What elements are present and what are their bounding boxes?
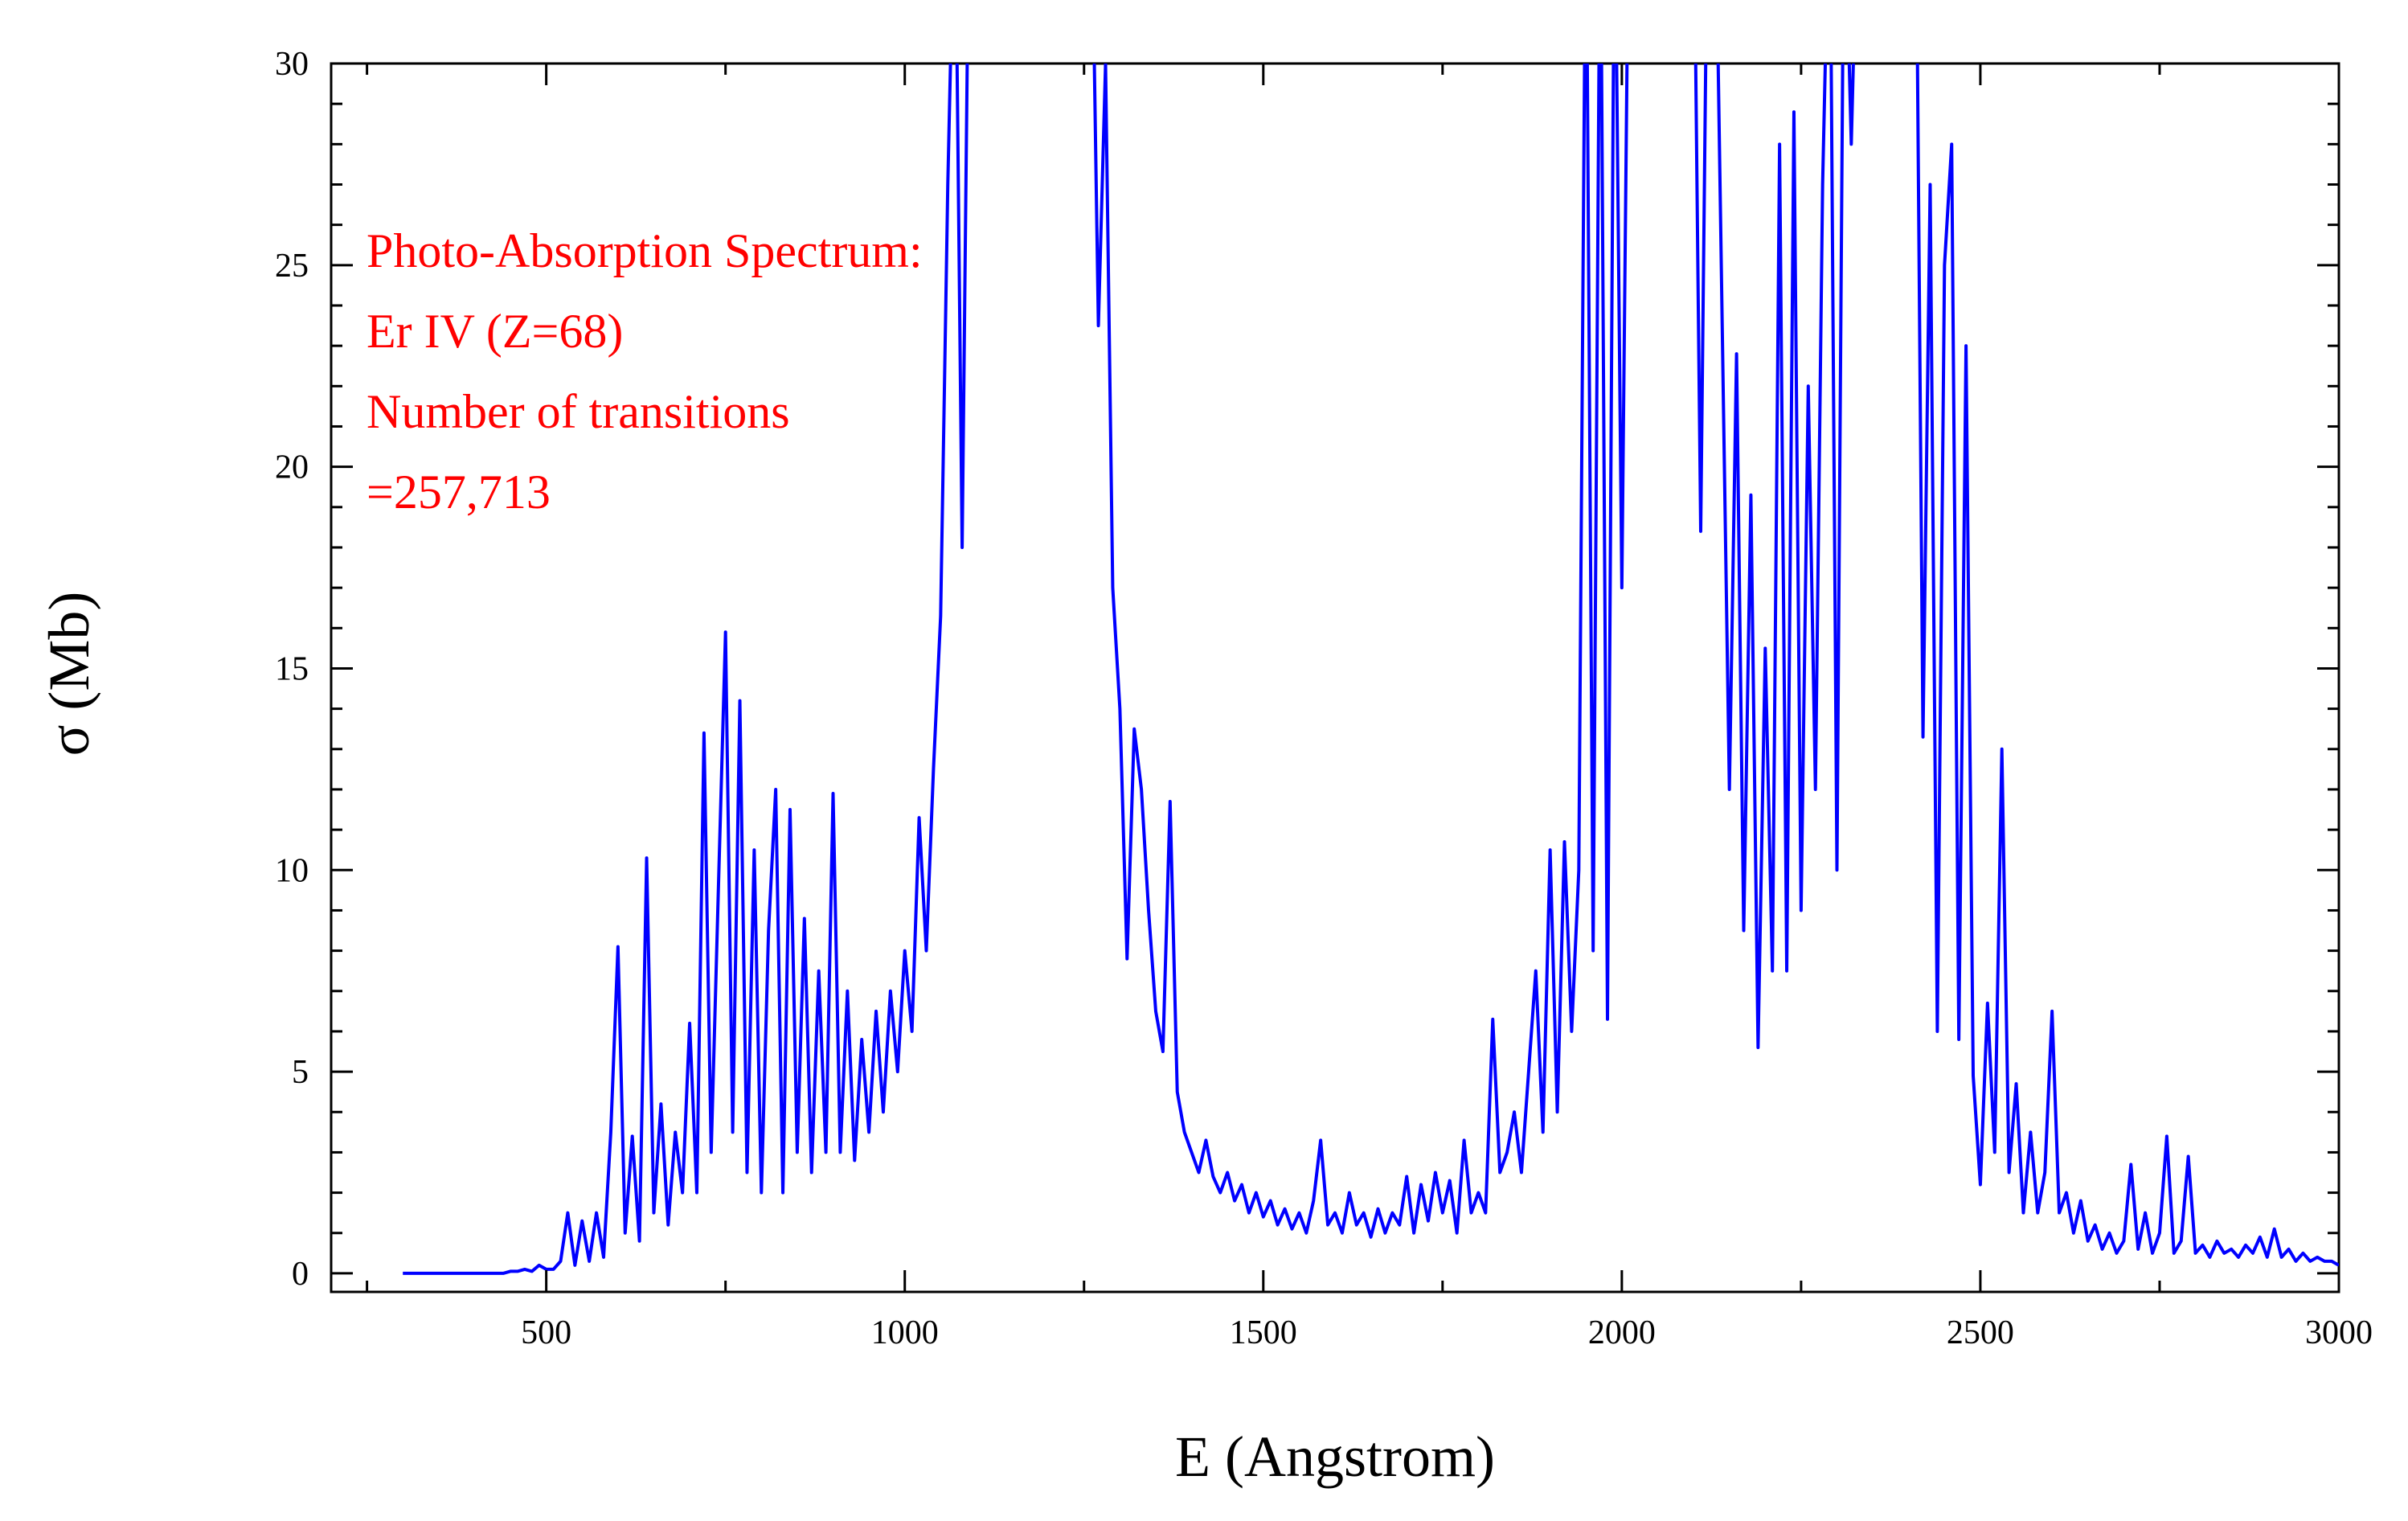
annotation: =257,713 (367, 465, 551, 519)
y-tick-label: 20 (275, 449, 309, 486)
x-tick-label: 2500 (1947, 1314, 2014, 1351)
plot-area (403, 64, 2339, 1275)
y-tick-label: 15 (275, 650, 309, 687)
y-tick-label: 5 (292, 1054, 309, 1091)
x-tick-label: 2000 (1588, 1314, 1656, 1351)
x-tick-label: 1500 (1230, 1314, 1297, 1351)
y-tick-label: 30 (275, 46, 309, 83)
x-axis-title: E (Angstrom) (1175, 1425, 1495, 1489)
x-tick-label: 500 (521, 1314, 571, 1351)
spectrum-line (403, 64, 2339, 1275)
y-tick-label: 0 (292, 1256, 309, 1293)
x-tick-label: 1000 (871, 1314, 939, 1351)
y-tick-label: 10 (275, 852, 309, 889)
annotation: Photo-Absorption Spectrum: (367, 224, 923, 277)
y-tick-label: 25 (275, 248, 309, 285)
annotation: Er IV (Z=68) (367, 305, 623, 358)
plot-frame (330, 62, 2340, 1293)
annotation: Number of transitions (367, 385, 790, 438)
y-axis-title: σ (Mb) (37, 592, 101, 756)
x-tick-label: 3000 (2305, 1314, 2373, 1351)
